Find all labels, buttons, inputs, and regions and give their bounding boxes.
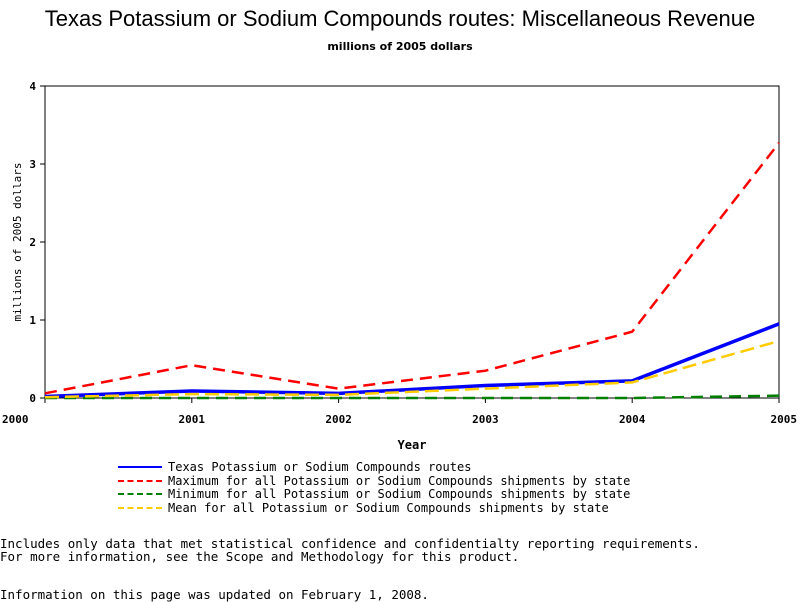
x-tick-label: 2001 <box>179 413 206 426</box>
y-tick-label: 1 <box>29 314 36 327</box>
y-tick-label: 0 <box>29 392 36 405</box>
legend-swatch <box>118 506 162 509</box>
y-axis-label: millions of 2005 dollars <box>11 163 24 322</box>
footnote-confidence: Includes only data that met statistical … <box>0 536 700 551</box>
series-lines <box>44 142 780 400</box>
series-line-3 <box>44 339 780 399</box>
legend-label: Texas Potassium or Sodium Compounds rout… <box>168 460 472 474</box>
legend-label: Mean for all Potassium or Sodium Compoun… <box>168 500 609 515</box>
y-tick-label: 4 <box>29 80 36 93</box>
footnote-methodology: For more information, see the Scope and … <box>0 549 520 564</box>
x-axis: 2000 2001 2002 2003 2004 2005 <box>2 398 797 426</box>
y-tick-label: 3 <box>29 158 36 171</box>
chart-title: Texas Potassium or Sodium Compounds rout… <box>44 6 756 31</box>
x-tick-label: 2004 <box>619 413 646 426</box>
y-tick-label: 2 <box>29 236 36 249</box>
legend-label: Minimum for all Potassium or Sodium Comp… <box>168 487 631 501</box>
chart-subtitle: millions of 2005 dollars <box>327 40 473 53</box>
legend-label: Maximum for all Potassium or Sodium Comp… <box>168 473 631 488</box>
legend-swatch <box>118 466 162 468</box>
series-line-1 <box>44 142 780 395</box>
series-line-2 <box>45 394 780 400</box>
x-tick-label: 2000 <box>2 413 29 426</box>
x-tick-label: 2003 <box>472 413 499 426</box>
y-axis: 0 1 2 3 4 <box>29 80 45 405</box>
plot-frame <box>44 85 780 399</box>
x-tick-label: 2002 <box>325 413 352 426</box>
legend-swatch <box>118 493 162 495</box>
x-tick-label: 2005 <box>771 413 798 426</box>
series-line-0 <box>44 322 780 399</box>
x-axis-label: Year <box>398 438 427 452</box>
legend-swatch <box>118 479 162 482</box>
updated-date: Information on this page was updated on … <box>0 587 429 602</box>
